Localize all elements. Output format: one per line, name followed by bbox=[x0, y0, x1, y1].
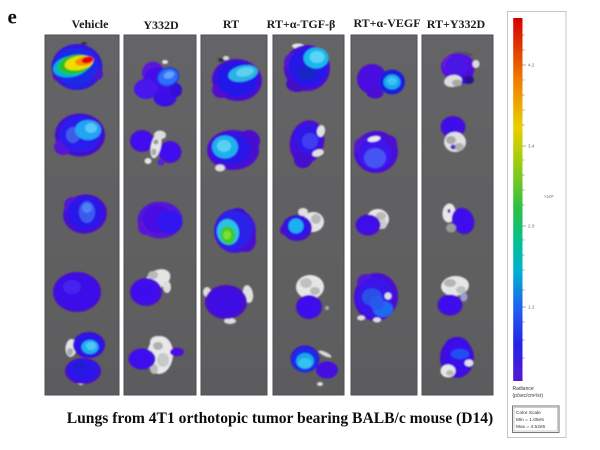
svg-text:Radiance: Radiance bbox=[513, 386, 534, 392]
svg-text:Lungs from 4T1 orthotopic tumo: Lungs from 4T1 orthotopic tumor bearing … bbox=[67, 410, 494, 427]
svg-text:RT+α-VEGF: RT+α-VEGF bbox=[353, 16, 420, 30]
svg-text:Color Scale: Color Scale bbox=[516, 410, 541, 416]
svg-text:3.4: 3.4 bbox=[528, 144, 535, 149]
svg-text:RT+α-TGF-β: RT+α-TGF-β bbox=[267, 17, 336, 31]
svg-text:(p/sec/cm²/sr): (p/sec/cm²/sr) bbox=[513, 393, 544, 399]
svg-text:2.0: 2.0 bbox=[528, 224, 535, 229]
svg-text:Min = 1.05e5: Min = 1.05e5 bbox=[516, 417, 544, 423]
svg-text:4.2: 4.2 bbox=[528, 63, 535, 68]
svg-text:e: e bbox=[8, 5, 17, 29]
svg-text:Max = 4.52e5: Max = 4.52e5 bbox=[516, 424, 546, 430]
svg-text:RT+Y332D: RT+Y332D bbox=[427, 17, 486, 31]
svg-text:Y332D: Y332D bbox=[143, 18, 179, 32]
svg-text:×10⁵: ×10⁵ bbox=[544, 194, 554, 199]
svg-text:1.2: 1.2 bbox=[528, 305, 535, 310]
svg-text:RT: RT bbox=[223, 17, 239, 31]
svg-text:Vehicle: Vehicle bbox=[72, 17, 110, 31]
